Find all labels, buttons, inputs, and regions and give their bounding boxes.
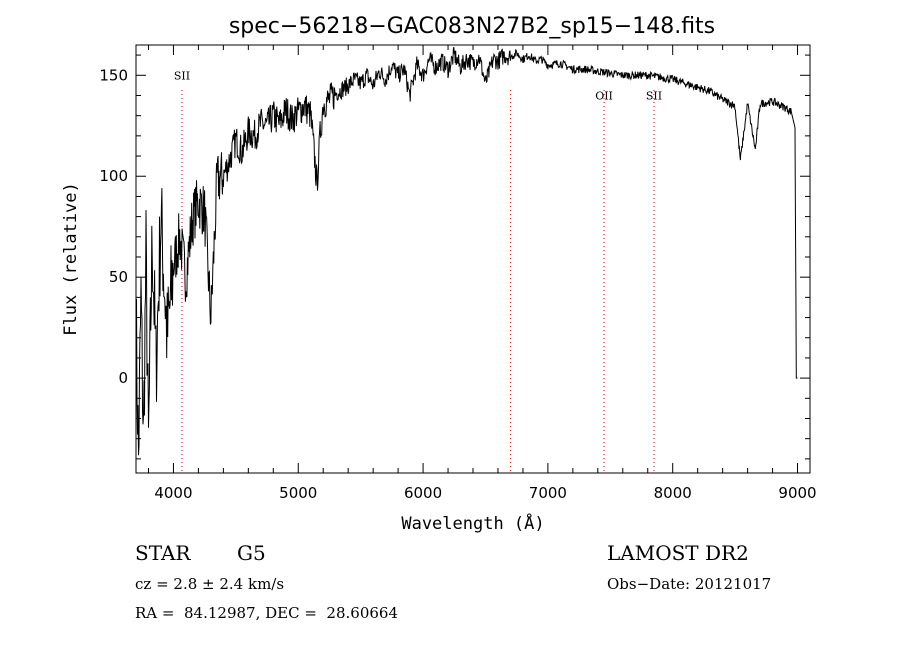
series-group xyxy=(135,46,798,456)
x-tick-label: 5000 xyxy=(279,484,317,502)
axis-ticks xyxy=(136,45,810,473)
y-tick-label: 150 xyxy=(99,66,128,84)
x-tick-label: 9000 xyxy=(778,484,816,502)
chart-title: spec−56218−GAC083N27B2_sp15−148.fits xyxy=(229,14,715,39)
observation-date: Obs−Date: 20121017 xyxy=(607,575,772,593)
annotation-label: SII xyxy=(646,89,662,102)
plot-frame xyxy=(135,44,811,474)
y-tick-label: 0 xyxy=(118,369,128,387)
annotation-label: SII xyxy=(174,69,190,82)
x-axis-label: Wavelength (Å) xyxy=(401,512,544,534)
annotation-label: OII xyxy=(595,89,613,102)
x-tick-label: 7000 xyxy=(529,484,567,502)
y-tick-label: 50 xyxy=(109,268,128,286)
y-axis-label: Flux (relative) xyxy=(61,182,81,336)
y-tick-label: 100 xyxy=(99,167,128,185)
redshift-velocity: cz = 2.8 ± 2.4 km/s xyxy=(135,575,285,593)
x-tick-label: 8000 xyxy=(654,484,692,502)
series-line xyxy=(135,46,798,456)
object-subclass: G5 xyxy=(237,541,266,565)
x-tick-label: 4000 xyxy=(154,484,192,502)
axis-tick-labels: 4000 5000 6000 7000 8000 9000 0 50 100 150 xyxy=(99,66,816,502)
emission-line-markers: SII OII SII xyxy=(174,69,662,473)
survey-name: LAMOST DR2 xyxy=(607,541,749,565)
x-tick-label: 6000 xyxy=(404,484,442,502)
sky-coordinates: RA = 84.12987, DEC = 28.60664 xyxy=(135,604,399,622)
object-type: STAR xyxy=(135,541,191,565)
